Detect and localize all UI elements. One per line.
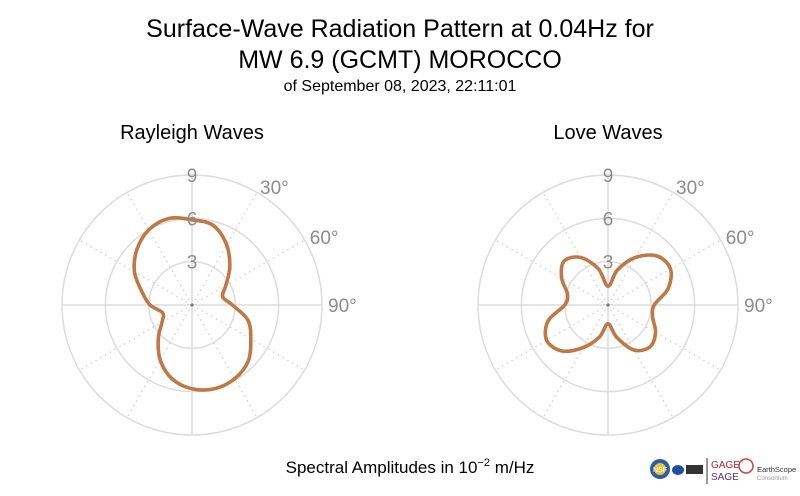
love-angular-gridline: [607, 192, 674, 306]
love-angle-tick-label: 90°: [744, 296, 773, 317]
sponsor-logos: NSF GAGE SAGE EarthScope Consortium: [650, 458, 796, 484]
consortium-logo-text: Consortium: [757, 476, 788, 482]
rayleigh-title: Rayleigh Waves: [120, 122, 264, 144]
gage-logo: GAGE: [711, 460, 740, 471]
love-title: Love Waves: [553, 122, 662, 144]
rayleigh-amplitude-curve: [132, 216, 253, 392]
sage-logo: SAGE: [711, 472, 739, 483]
love-radial-tick-label: 6: [603, 209, 614, 230]
rayleigh-polar-plot: Rayleigh Waves 3 6 9 30° 60° 90°: [61, 122, 357, 436]
love-radial-tick-label: 3: [603, 253, 614, 274]
caption-exponent: −2: [477, 457, 490, 469]
svg-text:NSF: NSF: [653, 467, 667, 474]
usgs-logo: [686, 465, 703, 474]
nsf-logo: NSF: [650, 459, 670, 479]
love-center-dot: [606, 303, 610, 307]
love-amplitude-curve: [543, 253, 674, 354]
figure-title-line1: Surface-Wave Radiation Pattern at 0.04Hz…: [146, 15, 654, 43]
rayleigh-angle-tick-label: 60°: [310, 228, 339, 249]
love-angular-gridline: [495, 239, 609, 306]
earthscope-logo-text: EarthScope: [757, 465, 796, 474]
love-angular-gridline: [607, 304, 674, 418]
figure-title-line2: MW 6.9 (GCMT) MOROCCO: [238, 46, 562, 74]
love-angular-gridline: [542, 192, 609, 306]
nasa-logo: [672, 465, 684, 475]
figure-subtitle: of September 08, 2023, 22:11:01: [284, 78, 517, 95]
rayleigh-radial-tick-label: 6: [187, 209, 198, 230]
love-radial-gridcircle: [520, 217, 696, 393]
love-radial-tick-label: 9: [603, 166, 614, 187]
rayleigh-radial-tick-label: 9: [187, 166, 198, 187]
love-angle-tick-label: 30°: [676, 178, 705, 199]
love-angular-gridline: [542, 304, 609, 418]
rayleigh-radial-tick-label: 3: [187, 253, 198, 274]
rayleigh-angle-tick-label: 90°: [328, 296, 357, 317]
rayleigh-angular-gridline: [191, 239, 305, 306]
rayleigh-angle-tick-label: 30°: [260, 178, 289, 199]
love-angular-gridline: [607, 304, 721, 371]
rayleigh-radial-gridcircle: [61, 174, 323, 436]
rayleigh-angular-gridline: [79, 304, 193, 371]
caption-suffix: m/Hz: [490, 458, 534, 477]
amplitude-caption: Spectral Amplitudes in 10−2 m/Hz: [286, 457, 535, 477]
love-polar-plot: Love Waves 3 6 9 30° 60° 90°: [477, 122, 773, 436]
caption-prefix: Spectral Amplitudes in 10: [286, 458, 478, 477]
earthscope-logo-mark: [738, 458, 754, 474]
love-radial-gridcircle: [477, 174, 739, 436]
love-angle-tick-label: 60°: [726, 228, 755, 249]
rayleigh-center-dot: [190, 303, 194, 307]
